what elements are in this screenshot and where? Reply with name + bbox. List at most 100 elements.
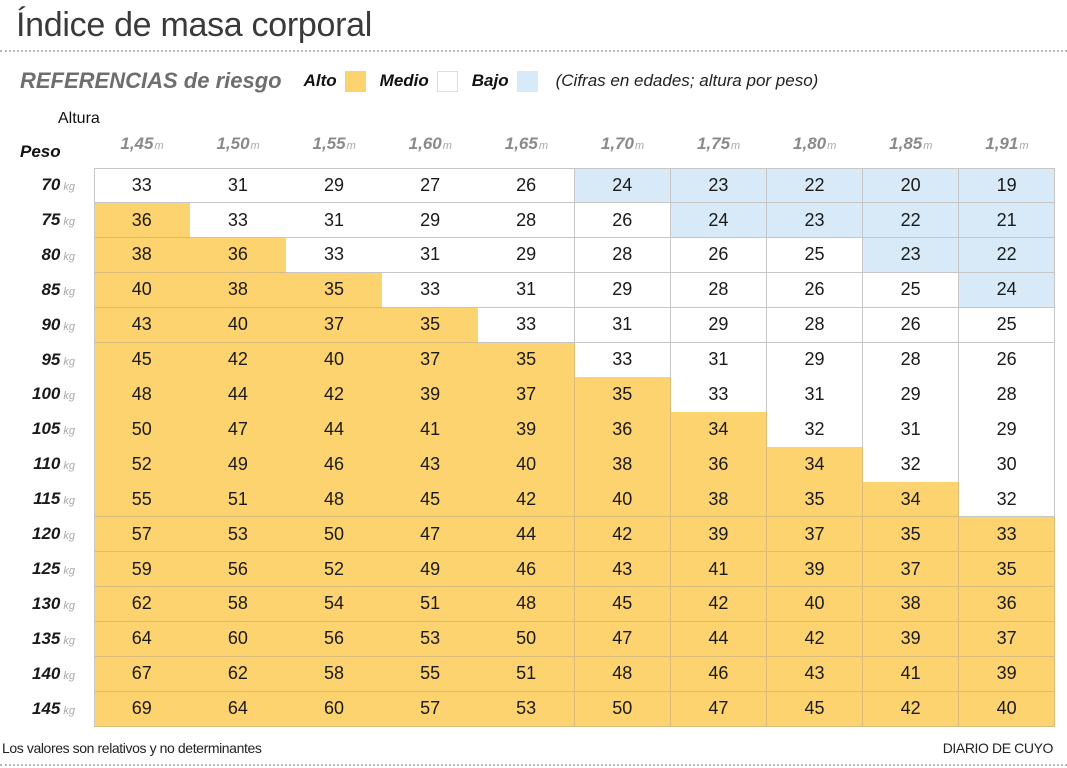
row-header-unit: kg [63,285,75,298]
bmi-cell-alto: 43 [766,656,864,692]
row-header: 105 kg [0,419,75,439]
bmi-cell-alto: 62 [94,586,191,623]
bmi-cell-alto: 46 [478,551,575,588]
bmi-cell-bajo: 24 [958,272,1056,309]
row-header-unit: kg [63,355,75,368]
bmi-cell-medio: 28 [574,237,672,274]
bmi-cell-alto: 42 [766,621,864,658]
bmi-cell-alto: 42 [670,586,768,623]
legend-swatch-bajo [516,70,538,92]
bmi-cell-alto: 47 [190,412,287,448]
column-header-value: 1,55 [312,134,346,153]
bmi-cell-alto: 49 [190,447,287,483]
bmi-cell-alto: 40 [94,272,191,309]
bmi-cell-alto: 57 [382,691,479,727]
bmi-cell-alto: 41 [382,412,479,448]
column-header-value: 1,60 [408,134,442,153]
bmi-cell-alto: 50 [94,412,191,448]
bmi-cell-medio: 28 [670,272,768,309]
bmi-cell-bajo: 24 [574,168,672,204]
bmi-cell-alto: 53 [190,517,287,553]
row-header-value: 75 [41,209,61,229]
bmi-cell-alto: 51 [382,586,479,623]
row-header: 120 kg [0,524,75,544]
row-header-value: 95 [41,349,61,369]
bmi-cell-medio: 29 [382,202,479,239]
row-header: 115 kg [0,489,75,509]
bmi-cell-alto: 45 [574,586,672,623]
bmi-cell-alto: 40 [190,307,287,343]
bmi-cell-bajo: 19 [958,168,1056,204]
bmi-cell-alto: 53 [478,691,575,727]
bmi-cell-alto: 39 [670,517,768,553]
bmi-cell-alto: 50 [574,691,672,727]
legend-swatch-medio [436,70,458,92]
bmi-cell-medio: 33 [94,168,191,204]
bmi-cell-alto: 40 [478,447,575,483]
bmi-cell-alto: 47 [574,621,672,658]
row-header: 145 kg [0,699,75,719]
column-header-unit: m [923,140,933,152]
row-header-unit: kg [63,599,75,612]
column-header-value: 1,50 [216,134,250,153]
column-header: 1,80m [767,134,863,154]
bmi-cell-alto: 49 [382,551,479,588]
bmi-cell-alto: 54 [286,586,383,623]
bmi-cell-alto: 50 [286,517,383,553]
bmi-cell-alto: 64 [94,621,191,658]
bmi-cell-alto: 62 [190,656,287,692]
bmi-cell-alto: 51 [478,656,575,692]
row-header-value: 130 [32,593,61,613]
bmi-cell-alto: 35 [382,307,479,343]
bmi-cell-alto: 40 [766,586,864,623]
row-header: 85 kg [0,280,75,300]
bmi-cell-alto: 57 [94,517,191,553]
bmi-cell-alto: 44 [670,621,768,658]
bmi-cell-alto: 36 [574,412,672,448]
column-header: 1,65m [478,134,574,154]
bmi-cell-alto: 35 [766,482,864,518]
bmi-cell-alto: 36 [670,447,768,483]
legend-item-medio: Medio [380,70,458,92]
row-header-value: 100 [32,384,61,404]
bmi-cell-alto: 48 [286,482,383,518]
row-header-unit: kg [63,250,75,263]
bmi-cell-alto: 38 [670,482,768,518]
column-header: 1,91m [959,134,1055,154]
bmi-cell-alto: 58 [190,586,287,623]
bmi-cell-medio: 31 [574,307,672,343]
row-header-value: 145 [32,698,61,718]
bmi-cell-alto: 34 [766,447,864,483]
bmi-cell-alto: 44 [478,517,575,553]
bmi-cell-medio: 26 [958,342,1056,378]
bmi-cell-medio: 29 [862,377,960,413]
bmi-cell-medio: 33 [574,342,672,378]
row-header-unit: kg [63,390,75,403]
column-header-value: 1,85 [889,134,923,153]
row-header: 75 kg [0,210,75,230]
column-header-unit: m [154,140,164,152]
bmi-cell-medio: 26 [862,307,960,343]
row-header-value: 80 [41,244,61,264]
column-header-unit: m [827,140,837,152]
bmi-cell-bajo: 22 [766,168,864,204]
bmi-cell-medio: 26 [766,272,864,309]
bmi-cell-alto: 36 [958,586,1056,623]
bmi-cell-medio: 29 [766,342,864,378]
bmi-cell-bajo: 21 [958,202,1056,239]
bmi-cell-alto: 36 [94,202,191,239]
column-header: 1,85m [863,134,959,154]
legend-swatch-alto [344,70,366,92]
bmi-cell-alto: 38 [94,237,191,274]
bmi-cell-medio: 33 [190,202,287,239]
bmi-cell-alto: 43 [382,447,479,483]
row-header-unit: kg [63,704,75,717]
row-header: 110 kg [0,454,75,474]
bmi-cell-medio: 32 [766,412,864,448]
footer-note: Los valores son relativos y no determina… [2,740,262,756]
bmi-cell-alto: 43 [94,307,191,343]
bmi-cell-bajo: 24 [670,202,768,239]
row-header-unit: kg [63,460,75,473]
legend-item-bajo: Bajo [471,70,538,92]
legend-label-bajo: Bajo [471,71,509,90]
